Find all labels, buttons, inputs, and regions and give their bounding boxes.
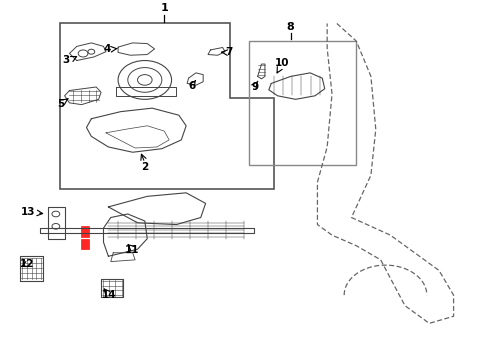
Text: 11: 11 bbox=[124, 245, 139, 255]
Text: 4: 4 bbox=[103, 44, 111, 54]
Text: 9: 9 bbox=[251, 82, 258, 92]
Text: 12: 12 bbox=[20, 259, 34, 269]
Text: 6: 6 bbox=[188, 81, 196, 91]
Text: 7: 7 bbox=[225, 48, 232, 57]
Text: 10: 10 bbox=[275, 58, 289, 68]
Text: 8: 8 bbox=[286, 22, 294, 32]
Text: 13: 13 bbox=[21, 207, 35, 217]
Bar bbox=[81, 239, 89, 249]
Bar bbox=[81, 226, 89, 237]
Text: 5: 5 bbox=[57, 99, 64, 109]
Bar bbox=[249, 41, 356, 165]
Text: 14: 14 bbox=[102, 290, 117, 300]
Text: 3: 3 bbox=[62, 55, 69, 65]
Text: 1: 1 bbox=[160, 3, 168, 13]
Text: 2: 2 bbox=[141, 162, 148, 172]
